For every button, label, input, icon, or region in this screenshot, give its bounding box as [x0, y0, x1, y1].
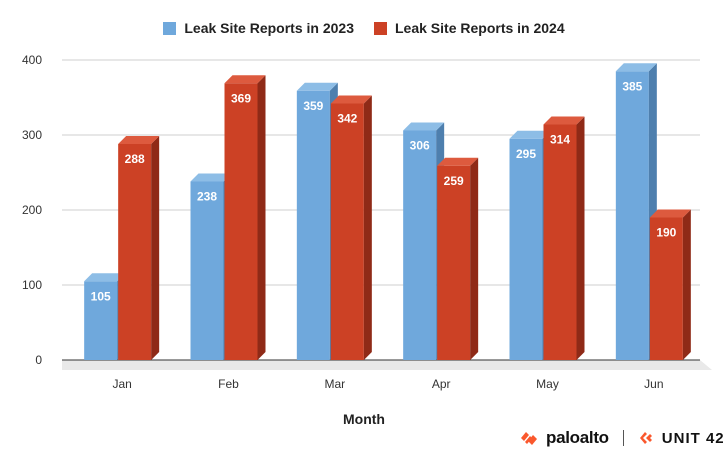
legend-swatch-2023 — [163, 21, 177, 35]
y-tick-label: 0 — [35, 353, 42, 367]
y-tick-label: 300 — [22, 128, 42, 142]
bar-top — [84, 273, 126, 282]
branding: paloalto UNIT 42 — [520, 428, 725, 448]
bar-side — [363, 95, 372, 360]
y-tick-label: 200 — [22, 203, 42, 217]
data-label: 295 — [516, 147, 536, 161]
bar-side — [151, 136, 160, 360]
bar-top — [330, 95, 372, 104]
bar — [649, 217, 683, 360]
chart-legend: Leak Site Reports in 2023 Leak Site Repo… — [0, 20, 728, 36]
bar — [224, 83, 258, 360]
bar-side — [257, 75, 266, 360]
bar — [509, 138, 543, 360]
x-tick-label: Jan — [112, 377, 131, 391]
brand-divider — [622, 430, 624, 446]
legend-label-2023: Leak Site Reports in 2023 — [184, 20, 354, 36]
bar-side — [576, 116, 585, 360]
data-label: 306 — [410, 139, 430, 153]
bar-top — [118, 136, 160, 144]
data-label: 105 — [91, 289, 111, 303]
bar-top — [615, 63, 657, 72]
data-label: 238 — [197, 190, 217, 204]
data-label: 190 — [656, 226, 676, 240]
x-axis-title: Month — [343, 411, 385, 427]
bar — [118, 144, 152, 360]
bar — [437, 165, 471, 360]
legend-item-2023: Leak Site Reports in 2023 — [163, 20, 354, 36]
bar-top — [649, 209, 691, 218]
bar — [330, 103, 364, 360]
bar — [296, 90, 330, 360]
bar — [84, 281, 118, 360]
data-label: 259 — [444, 174, 464, 188]
bar-top — [403, 122, 445, 131]
data-label: 369 — [231, 91, 251, 105]
bar-top — [190, 173, 232, 182]
y-tick-label: 400 — [22, 53, 42, 67]
unit42-logo-text: UNIT 42 — [661, 429, 725, 447]
bar — [403, 130, 437, 360]
bar-top — [296, 82, 338, 91]
legend-item-2024: Leak Site Reports in 2024 — [374, 20, 565, 36]
x-tick-label: Apr — [432, 377, 451, 391]
paloalto-logo-icon — [521, 432, 537, 445]
bar-top — [543, 116, 585, 125]
data-label: 288 — [125, 152, 145, 166]
bar — [615, 71, 649, 360]
bar-side — [682, 209, 691, 360]
unit42-logo-icon — [639, 432, 652, 444]
x-tick-label: Feb — [218, 377, 239, 391]
data-label: 359 — [303, 99, 323, 113]
data-label: 385 — [622, 79, 642, 93]
bar — [190, 181, 224, 360]
legend-label-2024: Leak Site Reports in 2024 — [395, 20, 565, 36]
bar — [543, 124, 577, 360]
x-tick-label: May — [536, 377, 559, 391]
data-label: 342 — [337, 112, 357, 126]
y-tick-label: 100 — [22, 278, 42, 292]
bar-top — [224, 75, 266, 84]
legend-swatch-2024 — [374, 21, 387, 35]
x-tick-label: Mar — [324, 377, 345, 391]
data-label: 314 — [550, 133, 570, 147]
paloalto-logo-text: paloalto — [546, 428, 609, 447]
x-tick-label: Jun — [644, 377, 663, 391]
chart-floor — [62, 360, 712, 370]
bar-top — [437, 157, 479, 166]
bar-side — [470, 157, 479, 360]
bar-top — [509, 130, 551, 139]
